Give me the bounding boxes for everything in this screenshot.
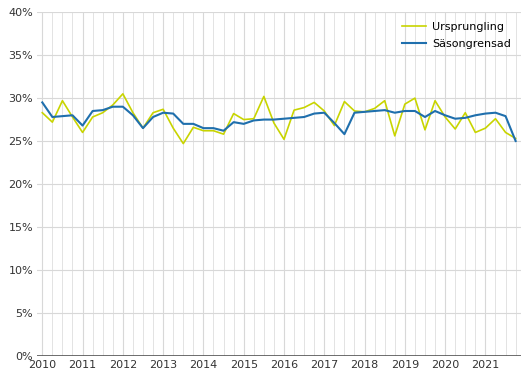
- Ursprungling: [180, 141, 186, 146]
- Säsongrensad: [211, 126, 217, 130]
- Ursprungling: [291, 108, 297, 112]
- Ursprungling: [311, 100, 317, 105]
- Säsongrensad: [482, 111, 489, 116]
- Säsongrensad: [371, 109, 378, 113]
- Säsongrensad: [291, 116, 297, 120]
- Ursprungling: [241, 117, 247, 122]
- Säsongrensad: [351, 110, 358, 115]
- Säsongrensad: [432, 109, 438, 113]
- Ursprungling: [251, 116, 257, 121]
- Säsongrensad: [412, 109, 418, 113]
- Säsongrensad: [331, 121, 338, 125]
- Säsongrensad: [69, 113, 76, 118]
- Säsongrensad: [110, 104, 116, 109]
- Ursprungling: [513, 136, 519, 141]
- Ursprungling: [442, 115, 448, 119]
- Säsongrensad: [361, 110, 368, 114]
- Säsongrensad: [140, 126, 146, 130]
- Säsongrensad: [452, 116, 458, 121]
- Line: Ursprungling: Ursprungling: [42, 94, 516, 144]
- Säsongrensad: [391, 110, 398, 115]
- Ursprungling: [150, 110, 156, 115]
- Ursprungling: [462, 110, 469, 115]
- Säsongrensad: [271, 117, 277, 122]
- Ursprungling: [79, 130, 86, 135]
- Säsongrensad: [130, 113, 136, 118]
- Säsongrensad: [311, 111, 317, 116]
- Säsongrensad: [99, 108, 106, 112]
- Säsongrensad: [492, 110, 499, 115]
- Säsongrensad: [49, 115, 56, 119]
- Ursprungling: [261, 94, 267, 99]
- Säsongrensad: [170, 111, 176, 116]
- Ursprungling: [39, 110, 45, 115]
- Ursprungling: [69, 115, 76, 119]
- Ursprungling: [361, 110, 368, 114]
- Ursprungling: [472, 130, 479, 135]
- Säsongrensad: [341, 132, 348, 136]
- Säsongrensad: [381, 108, 388, 112]
- Ursprungling: [351, 109, 358, 113]
- Säsongrensad: [221, 129, 227, 133]
- Line: Säsongrensad: Säsongrensad: [42, 102, 516, 141]
- Ursprungling: [321, 109, 327, 113]
- Säsongrensad: [200, 126, 207, 130]
- Ursprungling: [371, 106, 378, 111]
- Ursprungling: [271, 121, 277, 125]
- Säsongrensad: [89, 109, 96, 113]
- Säsongrensad: [472, 113, 479, 118]
- Ursprungling: [49, 120, 56, 124]
- Ursprungling: [120, 91, 126, 96]
- Ursprungling: [422, 128, 428, 132]
- Ursprungling: [170, 126, 176, 130]
- Legend: Ursprungling, Säsongrensad: Ursprungling, Säsongrensad: [397, 18, 515, 53]
- Ursprungling: [412, 96, 418, 101]
- Ursprungling: [200, 129, 207, 133]
- Säsongrensad: [59, 114, 66, 118]
- Säsongrensad: [150, 115, 156, 119]
- Säsongrensad: [39, 100, 45, 105]
- Säsongrensad: [462, 116, 469, 120]
- Säsongrensad: [402, 109, 408, 113]
- Säsongrensad: [190, 122, 197, 126]
- Säsongrensad: [442, 113, 448, 118]
- Ursprungling: [432, 98, 438, 103]
- Ursprungling: [492, 116, 499, 121]
- Säsongrensad: [180, 122, 186, 126]
- Ursprungling: [301, 105, 307, 110]
- Säsongrensad: [251, 118, 257, 123]
- Säsongrensad: [513, 139, 519, 143]
- Ursprungling: [381, 98, 388, 103]
- Ursprungling: [503, 130, 509, 135]
- Ursprungling: [160, 107, 166, 112]
- Ursprungling: [231, 111, 237, 116]
- Säsongrensad: [160, 110, 166, 115]
- Ursprungling: [402, 102, 408, 106]
- Ursprungling: [110, 103, 116, 107]
- Säsongrensad: [301, 115, 307, 119]
- Säsongrensad: [321, 110, 327, 115]
- Ursprungling: [59, 98, 66, 103]
- Ursprungling: [130, 110, 136, 115]
- Ursprungling: [281, 137, 287, 142]
- Ursprungling: [482, 126, 489, 130]
- Ursprungling: [140, 126, 146, 130]
- Ursprungling: [89, 115, 96, 119]
- Säsongrensad: [241, 122, 247, 126]
- Ursprungling: [211, 129, 217, 133]
- Ursprungling: [99, 110, 106, 115]
- Säsongrensad: [503, 114, 509, 118]
- Säsongrensad: [79, 123, 86, 128]
- Ursprungling: [221, 132, 227, 136]
- Säsongrensad: [422, 115, 428, 119]
- Säsongrensad: [261, 117, 267, 122]
- Ursprungling: [190, 125, 197, 130]
- Ursprungling: [331, 123, 338, 128]
- Ursprungling: [391, 133, 398, 138]
- Säsongrensad: [231, 120, 237, 124]
- Säsongrensad: [120, 104, 126, 109]
- Ursprungling: [452, 127, 458, 131]
- Säsongrensad: [281, 116, 287, 121]
- Ursprungling: [341, 99, 348, 104]
